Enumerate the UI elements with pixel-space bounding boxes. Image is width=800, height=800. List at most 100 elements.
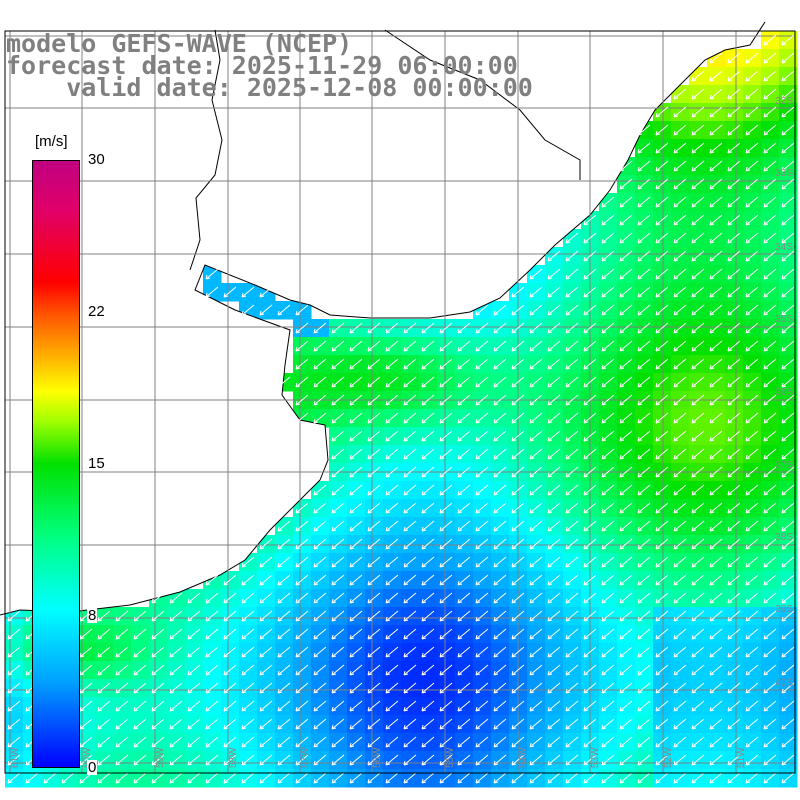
wind-arrow — [421, 682, 435, 694]
wind-arrow — [295, 628, 309, 640]
wind-arrow — [601, 754, 615, 766]
wind-arrow — [709, 394, 723, 406]
wind-arrow — [295, 682, 309, 694]
wind-arrow — [493, 502, 507, 514]
wind-arrow — [511, 574, 525, 586]
wind-arrow — [439, 448, 453, 460]
wind-arrow — [187, 610, 201, 622]
wind-arrow — [691, 358, 705, 370]
wind-arrow — [421, 466, 435, 478]
wind-arrow — [691, 286, 705, 298]
wind-arrow — [547, 412, 561, 424]
wind-arrow — [763, 106, 777, 118]
wind-arrow — [709, 106, 723, 118]
wind-arrow — [565, 340, 579, 352]
wind-arrow — [493, 466, 507, 478]
wind-arrow — [745, 700, 759, 712]
wind-arrow — [385, 682, 399, 694]
wind-arrow — [781, 538, 795, 550]
wind-arrow — [727, 772, 741, 784]
wind-arrow — [133, 682, 147, 694]
wind-arrow — [601, 232, 615, 244]
wind-arrow — [745, 124, 759, 136]
wind-arrow — [223, 682, 237, 694]
wind-arrow — [295, 358, 309, 370]
wind-arrow — [709, 178, 723, 190]
wind-arrow — [655, 286, 669, 298]
wind-arrow — [385, 322, 399, 334]
wind-arrow — [439, 718, 453, 730]
wind-arrow — [421, 394, 435, 406]
wind-arrow — [691, 250, 705, 262]
wind-arrow — [97, 628, 111, 640]
wind-arrow — [727, 286, 741, 298]
wind-arrow — [403, 340, 417, 352]
wind-arrow — [511, 376, 525, 388]
wind-arrow — [673, 340, 687, 352]
wind-arrow — [547, 376, 561, 388]
wind-arrow — [457, 412, 471, 424]
wind-arrow — [727, 70, 741, 82]
wind-arrow — [601, 322, 615, 334]
wind-arrow — [619, 466, 633, 478]
wind-arrow — [763, 574, 777, 586]
wind-arrow — [385, 772, 399, 784]
wind-arrow — [547, 574, 561, 586]
wind-arrow — [421, 520, 435, 532]
wind-arrow — [385, 646, 399, 658]
wind-arrow — [763, 124, 777, 136]
wind-arrow — [691, 376, 705, 388]
wind-arrow — [691, 754, 705, 766]
wind-arrow — [691, 718, 705, 730]
wind-arrow — [709, 232, 723, 244]
wind-arrow — [763, 88, 777, 100]
wind-arrow — [763, 466, 777, 478]
wind-arrow — [619, 340, 633, 352]
wind-arrow — [619, 232, 633, 244]
wind-arrow — [691, 682, 705, 694]
wind-arrow — [763, 268, 777, 280]
wind-arrow — [439, 682, 453, 694]
wind-arrow — [565, 232, 579, 244]
wind-arrow — [475, 484, 489, 496]
wind-arrow — [709, 574, 723, 586]
wind-arrow — [511, 466, 525, 478]
wind-arrow — [781, 556, 795, 568]
wind-arrow — [367, 448, 381, 460]
wind-arrow — [457, 340, 471, 352]
wind-arrow — [493, 430, 507, 442]
wind-arrow — [385, 628, 399, 640]
wind-arrow — [367, 700, 381, 712]
wind-arrow — [421, 700, 435, 712]
wind-arrow — [637, 412, 651, 424]
wind-arrow — [565, 646, 579, 658]
wind-arrow — [637, 700, 651, 712]
wind-arrow — [367, 466, 381, 478]
wind-arrow — [547, 610, 561, 622]
wind-arrow — [691, 664, 705, 676]
wind-arrow — [151, 772, 165, 784]
wind-arrow — [727, 214, 741, 226]
wind-arrow — [331, 610, 345, 622]
wind-arrow — [385, 538, 399, 550]
lat-label: 36S — [775, 387, 793, 398]
colorbar-tick-22: 22 — [87, 303, 106, 320]
wind-arrow — [511, 754, 525, 766]
wind-arrow — [367, 682, 381, 694]
wind-arrow — [295, 592, 309, 604]
wind-arrow — [601, 484, 615, 496]
wind-arrow — [727, 124, 741, 136]
wind-arrow — [763, 52, 777, 64]
wind-arrow — [781, 412, 795, 424]
wind-arrow — [619, 268, 633, 280]
wind-arrow — [727, 736, 741, 748]
wind-arrow — [259, 718, 273, 730]
wind-arrow — [277, 772, 291, 784]
wind-arrow — [313, 358, 327, 370]
wind-arrow — [313, 772, 327, 784]
wind-arrow — [511, 664, 525, 676]
wind-arrow — [637, 466, 651, 478]
wind-arrow — [709, 592, 723, 604]
wind-arrow — [187, 682, 201, 694]
wind-arrow — [637, 538, 651, 550]
